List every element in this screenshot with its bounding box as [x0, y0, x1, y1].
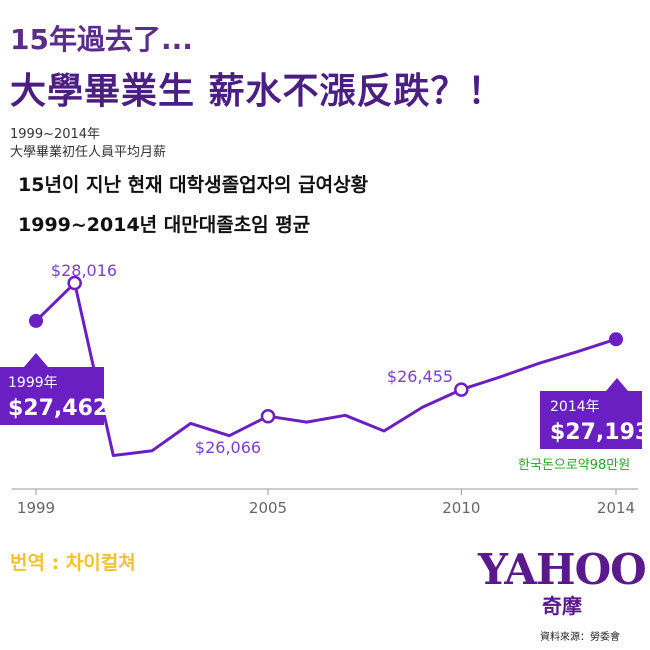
x-tick-label-2014: 2014: [597, 499, 635, 517]
korean-overlay-line-1: 15년이 지난 현재 대학생졸업자의 급여상황: [18, 174, 369, 196]
subtitle-description: 大學畢業初任人員平均月薪: [10, 145, 167, 160]
series-line: [34, 281, 617, 457]
data-point-2000: [67, 275, 82, 291]
label-mid: $26,455: [387, 367, 453, 386]
subtitle-years: 1999~2014年: [10, 127, 101, 142]
end-callout-box: [540, 378, 642, 449]
headline-line-1: 15年過去了...: [10, 23, 193, 56]
label-peak: $28,016: [51, 261, 117, 280]
yahoo-logo-subtitle: 奇摩: [542, 594, 582, 618]
headline-line-2: 大學畢業生 薪水不漲反跌？！: [10, 71, 505, 112]
end-callout-year: 2014年: [550, 399, 600, 415]
start-callout: 1999年 $27,462: [0, 353, 108, 425]
x-tick-label-1999: 1999: [17, 499, 55, 517]
end-callout-value: $27,193: [550, 420, 650, 445]
data-point-2010: [454, 382, 469, 397]
data-point-2005: [260, 408, 276, 424]
start-callout-value: $27,462: [8, 396, 108, 421]
yahoo-logo: YAHOO!: [478, 545, 650, 594]
data-point-2014: [609, 332, 623, 347]
data-points: [29, 275, 623, 424]
start-callout-year: 1999年: [8, 375, 58, 391]
x-tick-label-2010: 2010: [442, 499, 480, 517]
korean-won-note: 한국돈으로약98만원: [518, 458, 630, 473]
data-source: 資料來源：勞委會: [540, 632, 620, 643]
korean-overlay-line-2: 1999~2014년 대만대졸초임 평균: [18, 214, 311, 236]
end-callout: 2014年 $27,193: [540, 378, 650, 449]
x-axis-ticks: 1999 2005 2010 2014: [17, 489, 635, 517]
translator-credit: 번역 : 차이컬쳐: [10, 552, 136, 574]
label-low: $26,066: [195, 438, 261, 457]
data-point-1999: [29, 313, 43, 328]
x-tick-label-2005: 2005: [249, 499, 287, 517]
start-callout-box: [0, 353, 104, 425]
